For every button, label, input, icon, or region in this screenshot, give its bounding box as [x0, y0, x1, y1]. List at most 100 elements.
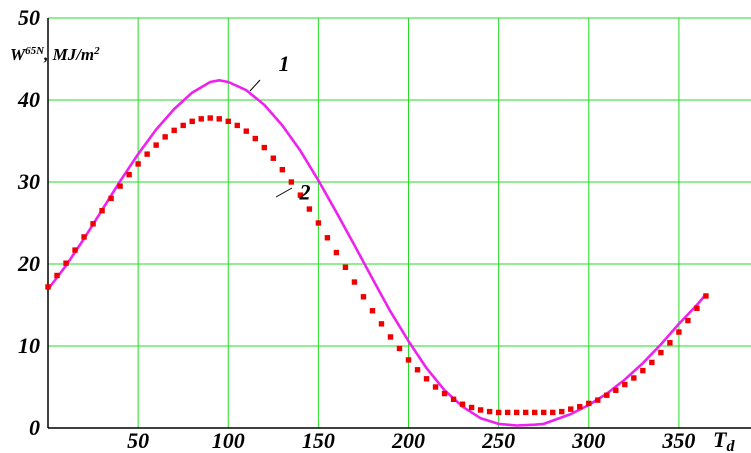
series-2-point [243, 128, 249, 134]
x-axis-label: Td [713, 427, 735, 453]
series-2-point [135, 161, 141, 167]
series-2-point [207, 115, 213, 121]
series-2-point [541, 409, 547, 416]
series-2-point [315, 220, 322, 226]
y-tick-label: 30 [17, 169, 40, 194]
x-tick-label: 50 [127, 428, 149, 453]
series-2-point [441, 390, 448, 397]
series-2-point [252, 135, 258, 142]
grid [48, 17, 751, 428]
x-tick-label: 100 [212, 428, 245, 453]
series-2-point [577, 403, 583, 410]
series-1-line [46, 79, 707, 427]
series-2-point [405, 357, 412, 363]
series-2-point [495, 409, 502, 416]
series-2-point [171, 127, 177, 134]
series-2-point [234, 122, 240, 129]
series-2-point [658, 349, 664, 356]
x-tick-label: 350 [661, 428, 695, 453]
series-2-point [72, 247, 78, 253]
series-2-point [90, 221, 96, 227]
series-2-point [685, 317, 691, 324]
y-tick-label: 40 [17, 87, 40, 112]
series-2-point [396, 345, 403, 352]
series-2-point [216, 116, 222, 122]
series-2-point [144, 151, 150, 157]
series-2-point [432, 384, 439, 390]
series-2-point [522, 409, 529, 416]
leader-line-2 [275, 187, 293, 198]
series-2-point [99, 208, 105, 214]
series-2-point [604, 392, 610, 398]
x-tick-label: 200 [391, 428, 425, 453]
series-2-point [531, 409, 538, 416]
y-tick-label: 0 [29, 415, 40, 440]
series-2-point [414, 367, 421, 373]
series-2-point [297, 192, 304, 198]
series-2-point [333, 249, 340, 256]
series-2-point [622, 381, 628, 388]
annotations: 12 [249, 51, 311, 204]
x-tick-label: 300 [571, 428, 605, 453]
series-2-point [568, 406, 574, 412]
series-2-point [108, 195, 114, 202]
series-2-point [279, 167, 286, 173]
series-2-point [162, 134, 168, 140]
series-2-point [225, 118, 231, 125]
series-2-point [270, 155, 277, 161]
series-2-point [676, 329, 682, 335]
series-2-point [468, 404, 475, 411]
leader-line-1 [249, 79, 261, 92]
curve-label-1: 1 [279, 51, 290, 76]
x-tick-label: 150 [302, 428, 335, 453]
series-2-point [63, 260, 69, 266]
series-2-point [423, 376, 430, 382]
series-2-point [387, 334, 394, 340]
series-2-point [81, 234, 87, 240]
y-tick-label: 50 [18, 5, 40, 30]
series-2-point [351, 279, 358, 285]
series-2-point [153, 142, 159, 148]
series-2-point [54, 272, 60, 279]
series-2-point [640, 367, 646, 374]
series-2-point [369, 308, 376, 314]
series-2-point [477, 407, 484, 413]
series-2-point [694, 305, 700, 311]
series-group [45, 79, 709, 427]
series-2-point [586, 400, 592, 407]
series-2-point [189, 118, 195, 125]
series-2-point [288, 179, 295, 185]
series-2-point [180, 122, 186, 129]
series-2-point [613, 387, 619, 393]
tick-labels: 50 100 150 200 250 300 350 0 10 20 30 40 50 [17, 5, 695, 453]
series-2-point [117, 183, 123, 189]
series-2-point [559, 408, 565, 415]
series-2-point [504, 409, 511, 416]
y-tick-label: 20 [17, 251, 40, 276]
series-2-point [378, 321, 385, 327]
series-2-point [342, 264, 349, 270]
series-2-point [45, 284, 51, 290]
series-2-point [450, 396, 457, 402]
series-2-point [486, 408, 493, 415]
series-2-point [550, 409, 556, 416]
curve-label-2: 2 [299, 179, 311, 204]
series-2-point [513, 409, 520, 416]
series-2-point [261, 144, 268, 151]
series-2-point [703, 293, 709, 299]
series-2-point [649, 359, 655, 366]
series-2-point [459, 401, 466, 407]
series-2-point [631, 375, 637, 381]
y-axis-label: W65N, MJ/m2 [10, 45, 100, 64]
axes [47, 18, 751, 429]
series-2-point [667, 340, 673, 346]
series-2-point [306, 206, 313, 212]
series-2-point [360, 294, 367, 300]
series-2-point [198, 116, 204, 122]
x-tick-label: 250 [481, 428, 515, 453]
y-tick-label: 10 [18, 333, 40, 358]
series-2-point [126, 171, 132, 178]
series-2-point [324, 235, 331, 241]
series-2-point [595, 397, 601, 403]
